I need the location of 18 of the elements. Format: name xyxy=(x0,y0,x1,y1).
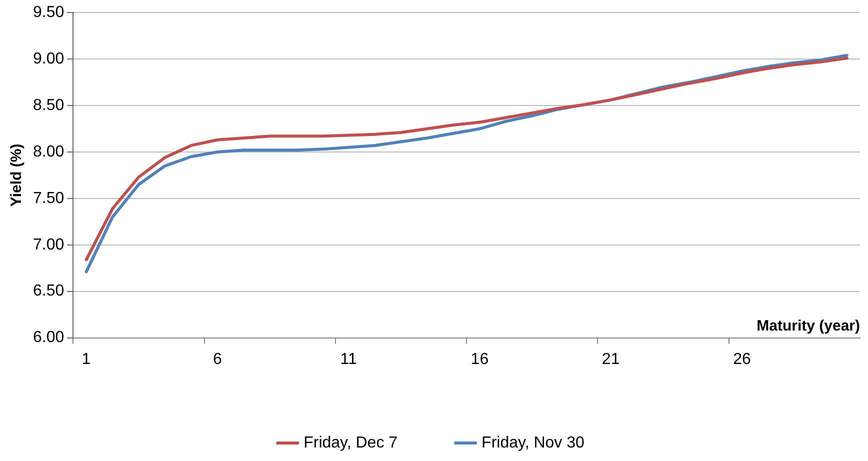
y-tick-label: 6.50 xyxy=(33,282,64,300)
y-tick-label: 7.50 xyxy=(33,190,64,207)
x-tick-label: 6 xyxy=(212,350,222,368)
y-tick-label: 9.50 xyxy=(33,4,64,22)
legend-label: Friday, Dec 7 xyxy=(304,434,398,452)
x-tick-label: 21 xyxy=(602,350,620,368)
y-tick-label: 6.00 xyxy=(33,329,64,346)
x-tick-label: 16 xyxy=(470,350,489,368)
x-tick-label: 26 xyxy=(733,350,751,368)
legend-label: Friday, Nov 30 xyxy=(482,434,585,452)
y-tick-label: 9.00 xyxy=(33,50,64,68)
x-tick-label: 11 xyxy=(340,350,357,368)
x-tick-label: 1 xyxy=(82,350,91,368)
y-tick-label: 7.00 xyxy=(33,236,64,254)
y-axis-title: Yield (%) xyxy=(8,144,26,207)
y-tick-label: 8.50 xyxy=(33,96,64,114)
x-axis-title: Maturity (year) xyxy=(756,317,860,334)
y-tick-label: 8.00 xyxy=(33,143,64,160)
